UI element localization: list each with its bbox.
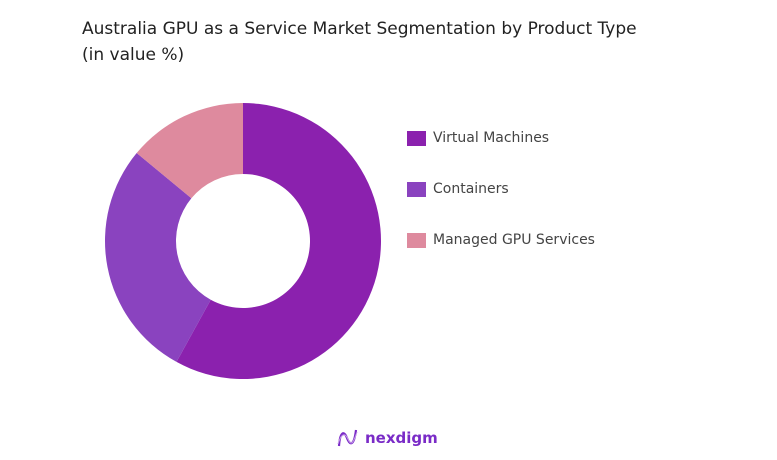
chart-title: Australia GPU as a Service Market Segmen… [82, 16, 637, 68]
slice-managed-gpu-services[interactable] [136, 103, 243, 199]
nexdigm-logo: nexdigm [336, 428, 438, 448]
legend-swatch [407, 130, 426, 146]
legend-label: Virtual Machines [433, 130, 550, 146]
legend-label: Containers [433, 181, 509, 197]
logo-text: nexdigm [365, 429, 438, 447]
subtitle-line: (in value %) [82, 45, 185, 65]
slice-containers[interactable] [104, 153, 211, 362]
legend-swatch [407, 181, 426, 197]
legend: Virtual Machines Containers Managed GPU … [407, 128, 595, 281]
legend-label: Managed GPU Services [433, 232, 595, 248]
slices [104, 103, 381, 379]
legend-item-containers[interactable]: Containers [407, 179, 595, 199]
nexdigm-logo-icon [337, 429, 358, 447]
legend-item-virtual-machines[interactable]: Virtual Machines [407, 128, 595, 148]
legend-swatch [407, 232, 426, 248]
slice-virtual-machines[interactable] [176, 103, 381, 379]
legend-item-managed-gpu-services[interactable]: Managed GPU Services [407, 230, 595, 250]
title-line: Australia GPU as a Service Market Segmen… [82, 19, 637, 39]
